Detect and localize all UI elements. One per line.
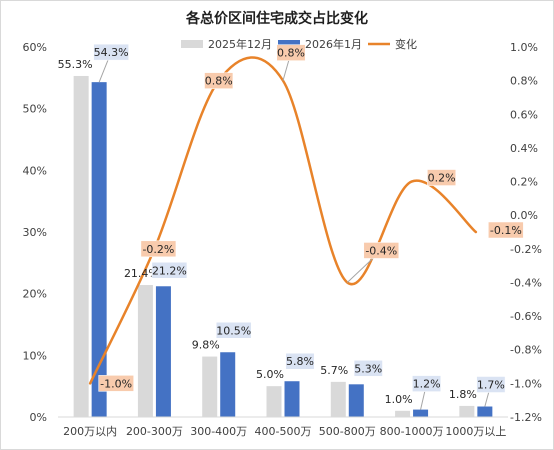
chart-title: 各总价区间住宅成交占比变化: [185, 10, 368, 27]
right-axis-tick-label: -0.4%: [510, 276, 542, 289]
data-label-change: 0.8%: [205, 75, 233, 88]
data-label-2026-01-box: [151, 262, 188, 279]
data-label-change-box: [363, 242, 400, 259]
data-label-change: 0.2%: [428, 172, 456, 185]
right-axis-tick-label: 0.4%: [510, 142, 538, 155]
x-axis-labels: 200万以内 200-300万 300-400万 400-500万 500-800万 80…: [63, 424, 506, 438]
data-label-2026-01: 5.3%: [354, 362, 382, 375]
left-axis-tick-label: 50%: [23, 103, 47, 116]
x-axis-tick-label: 800-1000万: [380, 425, 444, 438]
bar-2026-01: [477, 406, 493, 417]
bar-2026-01: [348, 384, 364, 417]
legend-label-2026-01: 2026年1月: [305, 37, 362, 51]
data-label-change: 0.8%: [277, 47, 305, 60]
data-label-2026-01-box: [285, 352, 315, 370]
right-axis-tick-label: 0.0%: [510, 209, 538, 222]
data-label-2025-12: 55.3%: [58, 58, 93, 71]
bar-2025-12: [137, 285, 153, 417]
right-axis-tick-label: 0.8%: [510, 75, 538, 88]
data-label-change: -0.4%: [365, 244, 397, 257]
data-label-2026-01: 5.8%: [286, 355, 314, 368]
chart-legend: 2025年12月 2026年1月 变化: [181, 37, 417, 51]
bar-2025-12: [330, 381, 346, 417]
data-label-2026-01-box: [476, 376, 506, 393]
data-label-change-box: [488, 221, 524, 239]
data-label-2025-12: 5.7%: [320, 364, 348, 377]
left-axis-tick-label: 30%: [23, 226, 47, 239]
legend-label-change: 变化: [395, 37, 417, 51]
data-label-2026-01: 21.2%: [152, 264, 187, 277]
bar-2026-01: [155, 286, 171, 417]
data-label-change-box: [204, 72, 234, 89]
data-labels: 55.3% 21.4% 9.8% 5.0% 5.7% 1.0% 1.8% 54.3% 21.2%…: [58, 43, 524, 410]
bar-2025-12: [202, 356, 218, 417]
bar-2026-01: [220, 352, 236, 417]
right-axis: -1.2% -1.0% -0.8% -0.6% -0.4% -0.2% 0.0% 0.2% 0.…: [510, 41, 542, 424]
data-label-2025-12: 21.4%: [124, 267, 159, 280]
data-label-change: -1.0%: [100, 377, 132, 390]
left-axis-tick-label: 60%: [23, 41, 47, 54]
bar-series: [73, 75, 493, 418]
data-label-change-box: [427, 169, 457, 186]
data-label-2026-01-box: [93, 43, 129, 61]
x-axis-tick-label: 200万以内: [63, 424, 117, 438]
data-label-change: -0.2%: [142, 243, 174, 256]
left-axis-tick-label: 0%: [30, 411, 47, 424]
data-label-change-box: [98, 375, 134, 392]
data-label-2026-01: 1.7%: [477, 379, 505, 392]
data-label-change: -0.1%: [490, 224, 522, 237]
data-label-2025-12: 9.8%: [192, 339, 220, 352]
left-axis: 0% 10% 20% 30% 40% 50% 60%: [23, 41, 47, 424]
bar-2025-12: [266, 386, 282, 417]
right-axis-tick-label: 0.2%: [510, 176, 538, 189]
data-label-2026-01-box: [412, 375, 442, 392]
right-axis-tick-label: -0.6%: [510, 310, 542, 323]
data-label-2025-12: 5.0%: [256, 368, 284, 381]
left-axis-tick-label: 20%: [23, 288, 47, 301]
legend-swatch-2025-12: [181, 40, 203, 48]
bar-2025-12: [73, 75, 89, 417]
right-axis-tick-label: -1.2%: [510, 411, 542, 424]
bar-2026-01: [91, 82, 107, 418]
bar-2026-01: [284, 381, 300, 417]
x-axis-tick-label: 1000万以上: [445, 425, 506, 438]
right-axis-tick-label: 0.6%: [510, 108, 538, 121]
data-label-2025-12: 1.0%: [385, 393, 413, 406]
data-label-2026-01: 10.5%: [216, 324, 251, 337]
x-axis-tick-label: 200-300万: [126, 425, 183, 438]
left-axis-tick-label: 10%: [23, 349, 47, 362]
data-label-2026-01: 54.3%: [94, 46, 129, 59]
x-axis-tick-label: 400-500万: [255, 425, 312, 438]
left-axis-tick-label: 40%: [23, 164, 47, 177]
bar-2026-01: [413, 409, 429, 417]
legend-label-2025-12: 2025年12月: [208, 37, 272, 51]
legend-swatch-2026-01: [278, 40, 300, 48]
right-axis-tick-label: -0.8%: [510, 344, 542, 357]
data-label-2025-12: 1.8%: [449, 388, 477, 401]
right-axis-tick-label: -1.0%: [510, 377, 542, 390]
bar-2025-12: [459, 405, 475, 417]
x-axis-tick-label: 500-800万: [319, 425, 376, 438]
x-axis-tick-label: 300-400万: [190, 425, 247, 438]
bar-2025-12: [395, 410, 411, 417]
data-label-change-box: [276, 44, 306, 61]
right-axis-tick-label: -0.2%: [510, 243, 542, 256]
data-label-2026-01-box: [215, 322, 252, 339]
data-label-change-box: [140, 240, 177, 258]
data-label-2026-01: 1.2%: [413, 378, 441, 391]
right-axis-tick-label: 1.0%: [510, 41, 538, 54]
data-label-2026-01-box: [353, 360, 383, 377]
